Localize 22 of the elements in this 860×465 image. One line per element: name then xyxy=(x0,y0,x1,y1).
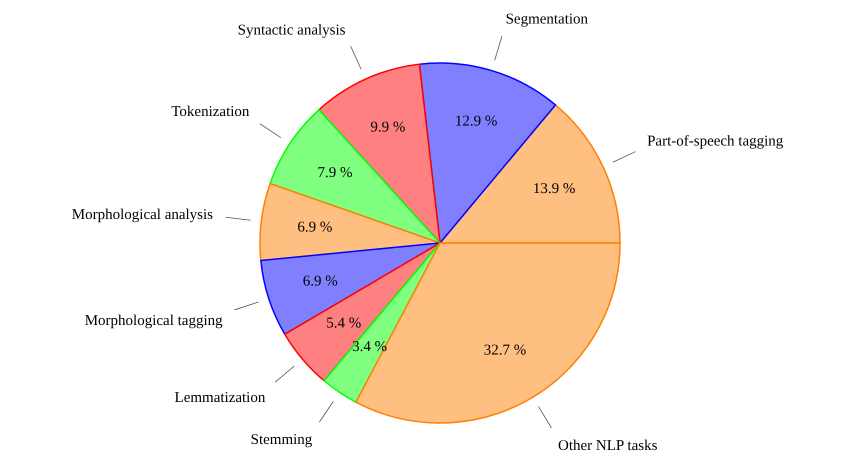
pie-slice xyxy=(260,242,441,335)
pie-slice xyxy=(318,63,441,244)
data-label: 12.9 % xyxy=(454,114,498,130)
pie-slice xyxy=(418,62,556,244)
data-label: 7.9 % xyxy=(317,164,352,181)
data-label: 6.9 % xyxy=(302,273,338,290)
data-label: 32.7 % xyxy=(484,342,526,358)
data-label: 6.9 % xyxy=(297,219,332,236)
data-label: 3.4 % xyxy=(352,338,388,355)
slice-label: Morphological analysis xyxy=(72,207,214,224)
pie-slice xyxy=(284,242,441,382)
slice-label: Segmentation xyxy=(506,11,589,28)
data-label: 13.9 % xyxy=(532,181,576,198)
slice-label: Morphological tagging xyxy=(84,313,224,330)
data-label: 5.4 % xyxy=(326,316,362,332)
data-label: 9.9 % xyxy=(370,120,406,136)
slice-label: Other NLP tasks xyxy=(558,438,658,454)
slice-label: Part-of-speech tagging xyxy=(647,134,784,150)
slice-label: Lemmatization xyxy=(174,390,266,406)
slice-label: Tokenization xyxy=(171,104,250,120)
slice-label: Syntactic analysis xyxy=(238,22,346,38)
slice-label: Stemming xyxy=(250,432,313,448)
